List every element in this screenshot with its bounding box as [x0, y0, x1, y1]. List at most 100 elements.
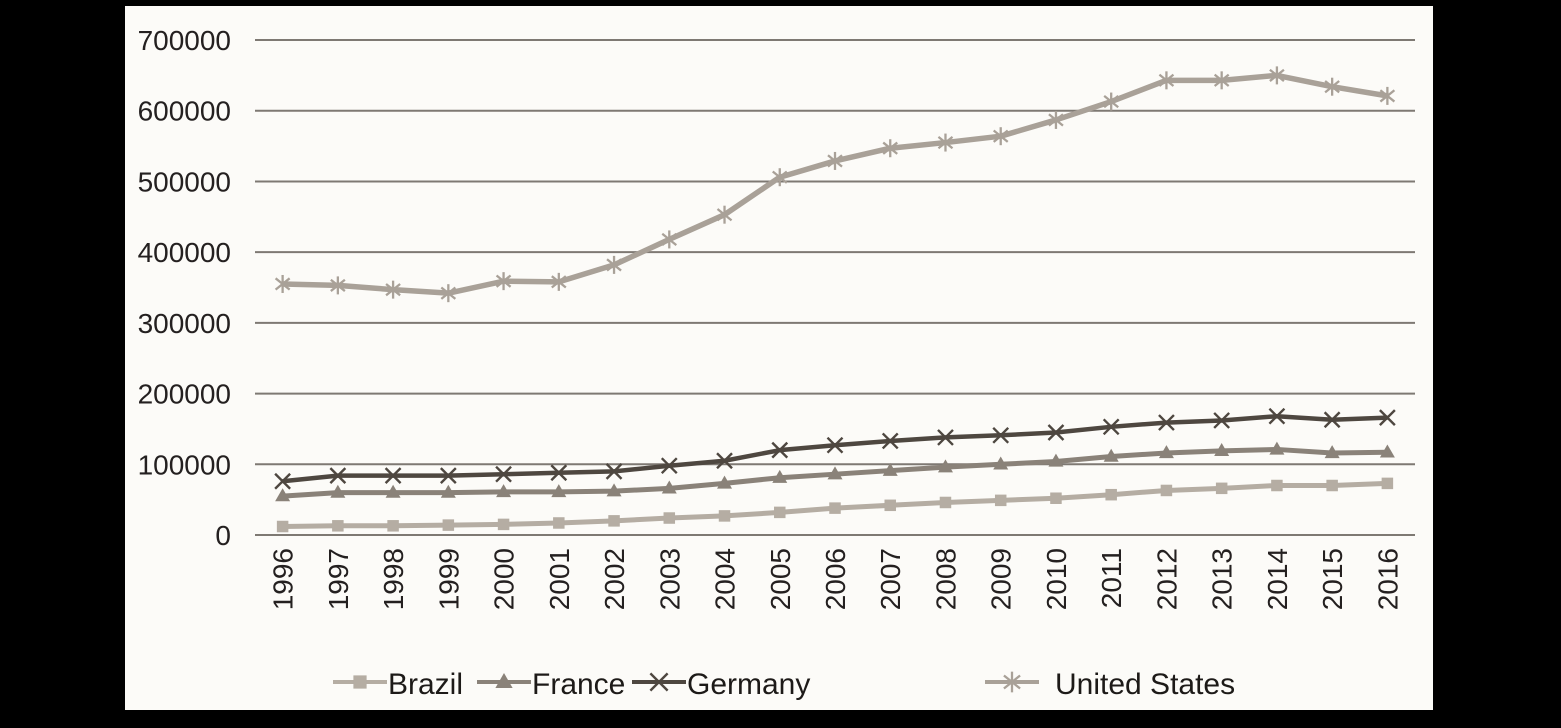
- y-axis-label: 0: [215, 520, 231, 551]
- asterisk-marker: [1003, 671, 1021, 693]
- asterisk-marker: [772, 168, 788, 187]
- x-marker: [881, 432, 899, 450]
- x-stroke: [1268, 407, 1286, 425]
- asterisk-marker: [1379, 86, 1396, 105]
- asterisk-marker: [1158, 71, 1175, 90]
- square-marker: [718, 510, 731, 522]
- square-marker: [332, 520, 344, 532]
- asterisk-marker: [1213, 71, 1230, 90]
- triangle-marker: [496, 484, 512, 498]
- x-marker: [937, 429, 954, 446]
- x-stroke: [992, 426, 1010, 444]
- triangle-marker: [1048, 453, 1064, 467]
- triangle-marker: [993, 456, 1009, 470]
- gridlines: [255, 39, 1415, 536]
- x-stroke: [937, 429, 954, 446]
- square-marker: [553, 517, 565, 529]
- asterisk-marker: [992, 127, 1009, 146]
- square-marker: [663, 512, 676, 524]
- y-axis-label: 100000: [138, 449, 231, 480]
- legend-label: United States: [1055, 668, 1235, 701]
- x-marker: [1213, 412, 1231, 429]
- series-united-states: [274, 66, 1396, 303]
- x-axis-labels: 1996 1997 1998 1999 2000 2001 2002 2003 2004 2005…: [268, 548, 1404, 610]
- triangle-marker: [1103, 448, 1119, 462]
- triangle-marker: [772, 469, 788, 483]
- asterisk-marker: [882, 139, 898, 158]
- x-axis-label: 2014: [1262, 548, 1293, 610]
- asterisk-marker: [606, 255, 622, 274]
- triangle-marker: [440, 484, 456, 498]
- asterisk-stroke: [772, 170, 788, 184]
- x-stroke: [439, 467, 457, 484]
- series-germany: [274, 407, 1396, 490]
- x-stroke: [716, 452, 733, 470]
- asterisk-stroke: [274, 277, 291, 291]
- triangle-marker: [1324, 445, 1340, 459]
- x-axis-label: 2006: [820, 548, 851, 610]
- legend-item-france: France: [477, 668, 625, 701]
- x-axis-label: 1996: [268, 548, 299, 610]
- asterisk-stroke: [440, 286, 457, 300]
- x-marker: [649, 672, 669, 692]
- triangle-marker: [937, 459, 953, 473]
- x-stroke: [274, 472, 291, 490]
- asterisk-marker: [495, 272, 512, 291]
- asterisk-stroke: [1213, 73, 1230, 87]
- legend-label: France: [532, 668, 625, 701]
- asterisk-stroke: [330, 278, 346, 292]
- x-axis-label: 2015: [1317, 548, 1348, 610]
- x-marker: [605, 463, 623, 480]
- legend-item-united-states: United States: [985, 668, 1235, 701]
- legend-item-brazil: Brazil: [333, 668, 463, 701]
- asterisk-stroke: [1269, 68, 1285, 82]
- x-axis-label: 2016: [1372, 548, 1403, 610]
- x-stroke: [1379, 409, 1396, 426]
- square-marker: [353, 675, 367, 689]
- square-marker: [939, 496, 952, 509]
- x-marker: [992, 426, 1010, 444]
- asterisk-stroke: [992, 129, 1009, 143]
- chart-panel: 0 100000 200000 300000 400000 500000 600000 700…: [125, 6, 1433, 710]
- y-axis-label: 600000: [138, 96, 231, 127]
- asterisk-stroke: [1158, 73, 1175, 87]
- triangle-marker: [606, 483, 622, 497]
- square-marker: [1050, 492, 1062, 504]
- x-marker: [439, 467, 457, 484]
- x-marker: [1268, 407, 1286, 425]
- x-stroke: [329, 467, 347, 484]
- asterisk-marker: [330, 276, 346, 295]
- square-marker: [442, 519, 455, 531]
- y-axis-label: 200000: [138, 379, 231, 410]
- x-axis-label: 2013: [1207, 548, 1238, 610]
- triangle-marker: [1269, 441, 1285, 455]
- triangle-marker: [330, 484, 346, 498]
- x-axis-label: 2011: [1096, 548, 1127, 608]
- triangle-marker: [717, 475, 733, 489]
- x-marker: [274, 472, 291, 490]
- square-marker: [994, 494, 1007, 507]
- asterisk-stroke: [937, 135, 954, 150]
- asterisk-marker: [551, 272, 567, 291]
- x-marker: [716, 452, 733, 470]
- square-marker: [497, 518, 510, 531]
- asterisk-marker: [1269, 66, 1285, 85]
- x-marker: [384, 467, 402, 484]
- triangle-marker: [1158, 445, 1174, 459]
- line-chart: 0 100000 200000 300000 400000 500000 600000 700…: [138, 25, 1415, 701]
- asterisk-stroke: [551, 275, 567, 289]
- asterisk-stroke: [716, 208, 733, 222]
- x-stroke: [660, 457, 678, 475]
- asterisk-stroke: [495, 274, 512, 288]
- square-marker: [1271, 479, 1283, 492]
- series-brazil: [276, 477, 1394, 533]
- x-stroke: [1102, 418, 1120, 436]
- series-france: [275, 441, 1395, 502]
- x-marker: [550, 464, 568, 482]
- asterisk-stroke: [1324, 80, 1340, 94]
- asterisk-marker: [716, 205, 733, 224]
- x-marker: [660, 457, 678, 475]
- triangle-marker: [827, 466, 843, 480]
- asterisk-stroke: [1103, 94, 1119, 109]
